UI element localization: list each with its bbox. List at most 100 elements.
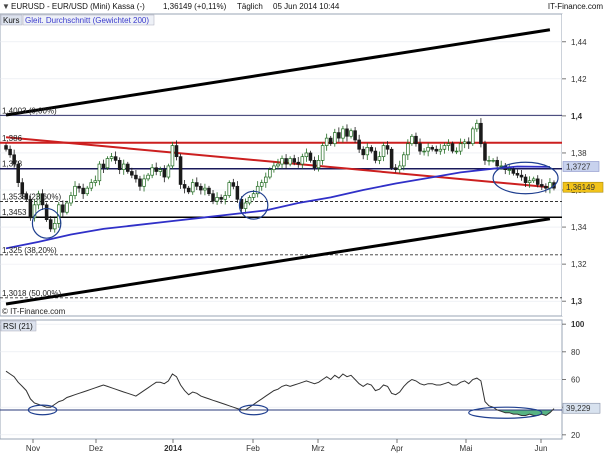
x-tick-label: Jun — [535, 444, 548, 453]
candle-down — [483, 143, 487, 161]
candle-down — [328, 137, 333, 145]
candle-up — [438, 148, 443, 152]
candle-up — [349, 130, 353, 137]
candle-up — [268, 169, 272, 178]
ellipse-may-low — [492, 161, 559, 195]
candle-up — [142, 178, 146, 187]
candle-down — [495, 160, 499, 167]
rsi-value-tag: 39,229 — [562, 402, 601, 414]
candle-down — [219, 197, 223, 200]
level-label: 1,3453 — [2, 208, 27, 217]
legend-ma-box — [22, 14, 155, 26]
candle-down — [182, 184, 187, 189]
candle-down — [357, 139, 361, 150]
candle-up — [93, 180, 98, 183]
candle-down — [44, 204, 49, 221]
candle-down — [4, 145, 8, 150]
legend-kurs-box — [0, 14, 23, 26]
candle-down — [393, 167, 398, 170]
level-label: 1,386 — [2, 134, 23, 143]
x-tick-label: Dez — [89, 444, 103, 453]
candle-up — [105, 158, 110, 169]
candle-down — [207, 187, 211, 195]
candle-up — [365, 147, 370, 156]
candle-up — [402, 154, 406, 167]
candle-up — [158, 169, 163, 172]
candle-down — [174, 145, 179, 158]
interval-label: Täglich — [237, 2, 263, 11]
rsi-title-box — [0, 320, 37, 332]
candle-down — [154, 167, 158, 172]
candle-up — [475, 122, 479, 130]
candle-up — [52, 223, 57, 230]
candle-down — [101, 163, 106, 169]
upper-channel-line — [5, 28, 551, 117]
candle-down — [511, 169, 516, 174]
price-tick-label: 1,44 — [571, 38, 587, 47]
candle-down — [373, 150, 378, 161]
candle-down — [81, 187, 85, 195]
price-panel — [0, 13, 563, 317]
candle-up — [223, 195, 227, 200]
candle-up — [304, 152, 309, 158]
candle-up — [247, 197, 252, 204]
collapse-icon[interactable]: ▼ — [2, 2, 10, 11]
candle-down — [434, 148, 439, 152]
candle-up — [426, 147, 430, 152]
rsi-tick-label: 20 — [571, 431, 580, 440]
candle-up — [215, 197, 219, 202]
candle-down — [134, 174, 138, 180]
candle-down — [138, 178, 142, 187]
ma-price-tag — [562, 161, 600, 172]
ellipse-nov-low — [31, 207, 62, 239]
candle-up — [397, 165, 402, 170]
candle-down — [515, 172, 520, 176]
candle-up — [243, 202, 248, 209]
candle-up — [85, 187, 89, 195]
candle-down — [61, 204, 65, 213]
candle-down — [211, 193, 215, 202]
brand-label: IT-Finance.com — [548, 2, 603, 11]
candle-down — [48, 219, 53, 230]
candle-up — [255, 185, 260, 195]
candle-down — [178, 156, 183, 185]
x-tick-label: 2014 — [164, 444, 182, 453]
level-labels: 1,4003 (0,00%) 1,386 1,378 1,3538 (23,60%) 1… — [2, 106, 61, 297]
candle-up — [471, 128, 475, 145]
candle-down — [466, 141, 471, 145]
candle-down — [369, 147, 374, 152]
candle-up — [73, 185, 77, 196]
candle-up — [97, 163, 102, 182]
level-label: 1,3538 (23,60%) — [2, 192, 61, 201]
price-tags: 1,3727 1,36149 — [562, 161, 604, 193]
datetime-label: 05 Jun 2014 10:44 — [273, 2, 340, 11]
candle-down — [28, 198, 33, 219]
rsi-tick-label: 80 — [571, 348, 580, 357]
candle-up — [170, 145, 175, 167]
candle-down — [235, 185, 240, 200]
candle-up — [259, 182, 264, 187]
header: ▼ EURUSD - EUR/USD (Mini) Kassa (-) 1,36… — [2, 2, 603, 11]
candle-up — [341, 128, 345, 139]
candle-down — [414, 135, 418, 145]
rsi-line — [5, 370, 555, 417]
candle-down — [312, 160, 317, 169]
candle-down — [77, 185, 81, 189]
rsi-axis-ticks: 10080604020 — [562, 320, 585, 440]
candle-down — [113, 156, 118, 161]
candle-up — [150, 167, 154, 176]
candle-down — [296, 161, 301, 165]
candle-down — [199, 185, 203, 191]
candle-down — [231, 182, 236, 187]
candle-up — [300, 156, 305, 165]
candle-down — [389, 148, 394, 169]
candle-up — [288, 158, 292, 165]
candle-down — [40, 193, 45, 206]
candle-down — [16, 163, 20, 183]
rsi-oversold-fill — [499, 409, 552, 416]
candle-down — [20, 182, 25, 195]
candle-up — [89, 182, 94, 189]
candle-up — [227, 182, 232, 196]
